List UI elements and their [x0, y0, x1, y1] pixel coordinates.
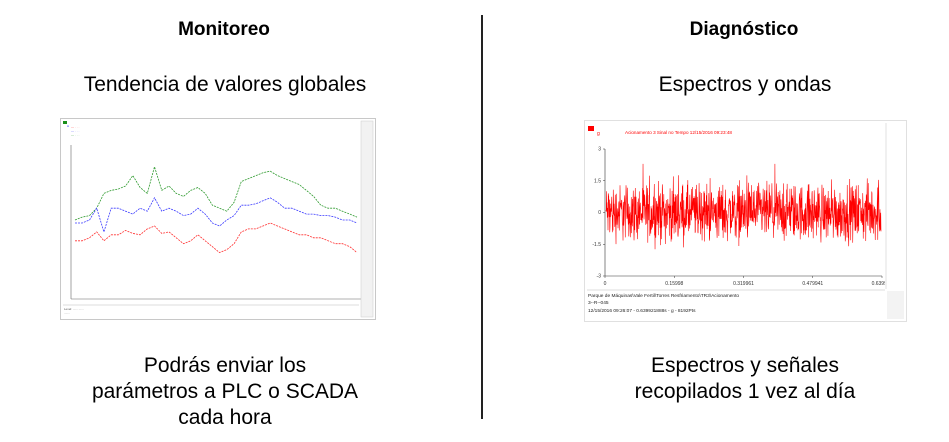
y-tick-label: 1.5 — [594, 178, 601, 184]
waveform-series — [605, 163, 882, 250]
svg-text:.......: ....... — [64, 311, 70, 315]
trend-series-0 — [74, 165, 358, 221]
svg-text:— · · ·: — · · · — [71, 133, 80, 137]
waveform-svg: g Acionamento 3 Sinal no Tempo 12/15/201… — [585, 121, 906, 321]
footer-details: 12/15/2016 09:26:07 - 0.639921888s - g -… — [588, 308, 696, 314]
svg-text:Level: ...... ......: Level: ...... ...... — [64, 307, 84, 311]
diagnostic-description: Espectros y señales recopilados 1 vez al… — [580, 353, 910, 405]
diagnostic-heading: Diagnóstico — [689, 19, 799, 40]
svg-text:Δ: Δ — [67, 124, 69, 128]
monitoring-description-line-2: parámetros a PLC o SCADA — [91, 380, 359, 403]
monitoring-description-line-3: cada hora — [178, 406, 272, 429]
legend-title: Acionamento 3 Sinal no Tempo 12/15/2016 … — [625, 130, 732, 135]
svg-text:— · · ·: — · · · — [71, 125, 80, 129]
y-tick-label: -3 — [597, 274, 602, 280]
y-tick-label: 3 — [598, 147, 601, 153]
waveform-screenshot: g Acionamento 3 Sinal no Tempo 12/15/201… — [584, 120, 907, 322]
legend-unit: g — [597, 131, 600, 137]
x-tick-label: 0 — [604, 281, 607, 287]
legend-marker-green — [63, 121, 67, 124]
y-tick-label: 0 — [598, 210, 601, 216]
x-tick-label: 0.15998 — [665, 281, 683, 287]
footer-scrollbar[interactable] — [887, 291, 904, 319]
monitoring-description: Podrás enviar los parámetros a PLC o SCA… — [40, 353, 410, 431]
column-divider — [481, 15, 483, 419]
diagnostic-subtitle: Espectros y ondas — [658, 73, 832, 96]
diagnostic-description-line-1: Espectros y señales — [651, 354, 839, 377]
diagnostic-description-line-2: recopilados 1 vez al día — [634, 380, 856, 403]
monitoring-subtitle: Tendencia de valores globales — [83, 73, 367, 96]
trend-chart-screenshot: Δ — · · · — · · · — · · · Level: ...... … — [60, 118, 376, 320]
legend-color-swatch — [588, 126, 594, 131]
footer-point: 3--R--045 — [588, 300, 609, 306]
x-tick-label: 0.639922 — [872, 281, 893, 287]
footer-path: Parque de Máquinas\Vale Fertil\Torres Re… — [588, 293, 739, 299]
monitoring-description-line-1: Podrás enviar los — [143, 354, 307, 377]
trend-chart-svg: Δ — · · · — · · · — · · · Level: ...... … — [61, 119, 375, 319]
x-tick-label: 0.319961 — [733, 281, 754, 287]
svg-text:— · · ·: — · · · — [71, 129, 80, 133]
monitoring-heading: Monitoreo — [178, 19, 270, 40]
y-tick-label: -1.5 — [592, 242, 601, 248]
x-tick-label: 0.479941 — [802, 281, 823, 287]
trend-series-1 — [75, 196, 358, 234]
